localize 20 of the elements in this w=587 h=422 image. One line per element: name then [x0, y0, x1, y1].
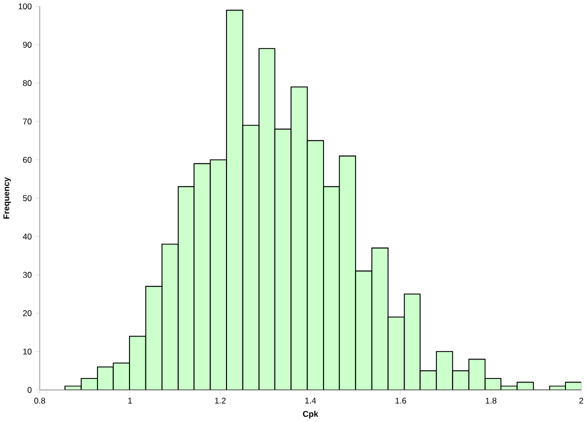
x-tick-label: 1.2: [215, 398, 226, 404]
y-tick-label: 80: [23, 80, 32, 86]
y-tick-label: 60: [23, 156, 32, 163]
x-tick-label: 0.8: [34, 398, 46, 404]
y-tick-label: 50: [22, 195, 32, 202]
y-tick-label: 30: [22, 272, 32, 278]
x-tick-label: 1.8: [486, 398, 496, 404]
x-tick-label: 1.4: [305, 398, 316, 404]
y-tick-label: 40: [22, 234, 32, 240]
y-tick-label: 70: [23, 118, 32, 124]
y-tick-label: 20: [23, 310, 32, 316]
x-tick-label: 1: [128, 398, 132, 404]
y-tick-label: 100: [18, 3, 32, 10]
y-tick-label: 90: [23, 42, 32, 48]
y-tick-label: 0: [28, 387, 32, 393]
x-tick-label: 2: [579, 398, 584, 404]
y-tick-label: 10: [23, 348, 32, 355]
y-axis-title: Frequency: [3, 177, 11, 219]
x-axis-title: Cpk: [302, 410, 318, 419]
x-tick-label: 1.6: [396, 398, 406, 404]
